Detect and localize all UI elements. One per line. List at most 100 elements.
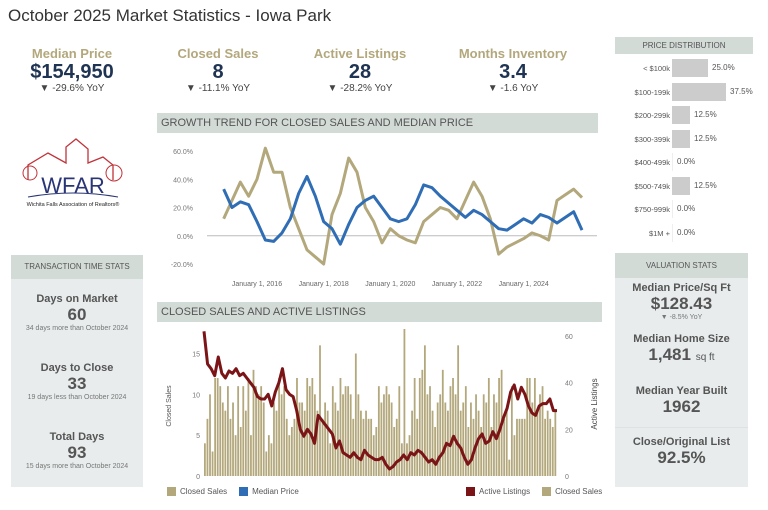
series-line-closed-sales — [222, 146, 584, 266]
closed-sales-bar — [418, 378, 421, 476]
closed-sales-bar — [505, 410, 508, 476]
closed-sales-bar — [413, 378, 416, 476]
panel-header: TRANSACTION TIME STATS — [11, 255, 143, 279]
wfar-logo: WFAR Wichita Falls Association of Realto… — [18, 135, 128, 210]
closed-sales-bar — [380, 402, 383, 476]
price-distribution-row: $1M + 0.0% — [615, 223, 755, 242]
closed-sales-bar — [285, 418, 288, 476]
closed-sales-bar — [480, 427, 483, 476]
price-distribution-bar — [672, 176, 690, 195]
y-tick-label: 10 — [192, 392, 200, 399]
closed-sales-bar — [255, 386, 257, 476]
kpi-change: ▼ -11.1% YoY — [185, 83, 251, 94]
closed-sales-bar — [354, 353, 357, 476]
stat-sub: 15 days more than October 2024 — [25, 463, 129, 470]
stat-days-on-market: Days on Market 60 34 days more than Octobe… — [11, 293, 143, 332]
stat-label: Median Home Size — [633, 333, 730, 345]
closed-sales-bar — [539, 394, 541, 476]
closed-sales-bar — [224, 410, 227, 476]
stat-total-days: Total Days 93 15 days more than October 20… — [11, 431, 143, 470]
closed-sales-bar — [513, 435, 516, 476]
closed-sales-bar — [431, 410, 434, 476]
closed-sales-bar — [541, 386, 544, 476]
y-axis-label: Closed Sales — [166, 385, 173, 427]
closed-sales-bar — [421, 369, 424, 476]
closed-sales-bar — [252, 369, 255, 476]
stat-unit: sq ft — [695, 352, 715, 363]
y2-tick-label: 20 — [565, 427, 573, 434]
closed-sales-bar — [250, 435, 252, 476]
stat-year-built: Median Year Built 1962 — [615, 385, 748, 417]
closed-sales-bar — [229, 418, 232, 476]
panel-header: PRICE DISTRIBUTION — [615, 37, 753, 54]
closed-sales-bar — [280, 394, 283, 476]
closed-sales-bar — [434, 427, 437, 476]
svg-text:Wichita Falls Association of R: Wichita Falls Association of Realtors® — [27, 201, 120, 208]
closed-sales-bar — [459, 410, 462, 476]
y-tick-label: 5 — [196, 433, 200, 440]
closed-sales-bar — [365, 410, 367, 476]
price-distribution-bar — [672, 59, 708, 77]
closed-sales-bar — [444, 402, 447, 476]
kpi-label: Active Listings — [313, 46, 407, 61]
closed-sales-bar — [533, 378, 536, 476]
closed-sales-bar — [237, 386, 240, 476]
stat-value: 1,481 — [648, 345, 691, 364]
closed-sales-bar — [357, 394, 360, 476]
closed-sales-bar — [214, 378, 217, 476]
closed-sales-bar — [516, 418, 518, 476]
transaction-time-stats-panel: TRANSACTION TIME STATS Days on Market 60 3… — [11, 255, 143, 487]
price-distribution-row: $400-499k 0.0% — [615, 153, 755, 171]
closed-sales-bar — [383, 394, 385, 476]
price-range-label: $750-999k — [634, 205, 670, 214]
price-pct-label: 37.5% — [730, 86, 753, 96]
closed-sales-bar — [321, 418, 324, 476]
closed-sales-bar — [536, 410, 539, 476]
closed-sales-bar — [508, 459, 511, 476]
closed-sales-bar — [393, 427, 396, 476]
closed-sales-bar — [429, 386, 431, 476]
price-pct-label: 25.0% — [712, 63, 735, 72]
x-tick-label: January 1, 2018 — [299, 281, 349, 288]
closed-sales-bar — [206, 418, 209, 476]
kpi-closed-sales: Closed Sales 8 ▼ -11.1% YoY — [148, 46, 288, 94]
price-range-label: $1M + — [648, 228, 670, 238]
y-tick-label: 40.0% — [173, 177, 193, 184]
y2-tick-label: 60 — [565, 334, 573, 341]
kpi-change: ▼ -29.6% YoY — [39, 83, 105, 94]
closed-sales-bar — [487, 378, 490, 476]
price-distribution-row: $300-399k 12.5% — [615, 129, 755, 148]
sales-listings-chart-header: CLOSED SALES AND ACTIVE LISTINGS — [157, 302, 602, 322]
closed-sales-bar — [331, 386, 334, 476]
price-distribution-bar — [672, 129, 690, 148]
price-distribution-row: $100-199k 37.5% — [615, 82, 755, 101]
closed-sales-bar — [204, 443, 206, 476]
closed-sales-bar — [549, 418, 552, 476]
closed-sales-bar — [303, 410, 306, 476]
closed-sales-bar — [267, 435, 270, 476]
closed-sales-bar — [311, 378, 314, 476]
growth-chart-header: GROWTH TREND FOR CLOSED SALES AND MEDIAN… — [157, 113, 598, 133]
closed-sales-bar — [293, 418, 296, 476]
closed-sales-bar — [477, 410, 480, 476]
closed-sales-bar — [521, 418, 523, 476]
closed-sales-bar — [273, 402, 275, 476]
price-distribution-row: $200-299k 12.5% — [615, 106, 755, 124]
closed-sales-bar — [275, 410, 278, 476]
price-distribution-bar — [672, 82, 726, 101]
price-range-label: $100-199k — [634, 87, 670, 97]
y-tick-label: 0 — [196, 474, 200, 481]
closed-sales-bar — [398, 386, 401, 476]
stat-sub: 34 days more than October 2024 — [25, 325, 129, 332]
price-range-label: $300-399k — [634, 134, 670, 144]
stat-home-size: Median Home Size 1,481 sq ft — [615, 333, 748, 365]
closed-sales-bar — [298, 402, 301, 476]
legend-swatch — [466, 487, 475, 496]
price-pct-label: 0.0% — [677, 157, 696, 166]
stat-label: Total Days — [49, 431, 105, 443]
price-range-label: $400-499k — [634, 158, 670, 167]
closed-sales-bar — [546, 410, 549, 476]
price-distribution-bar — [672, 200, 673, 218]
closed-sales-bar — [247, 378, 250, 476]
closed-sales-bar — [216, 378, 219, 476]
